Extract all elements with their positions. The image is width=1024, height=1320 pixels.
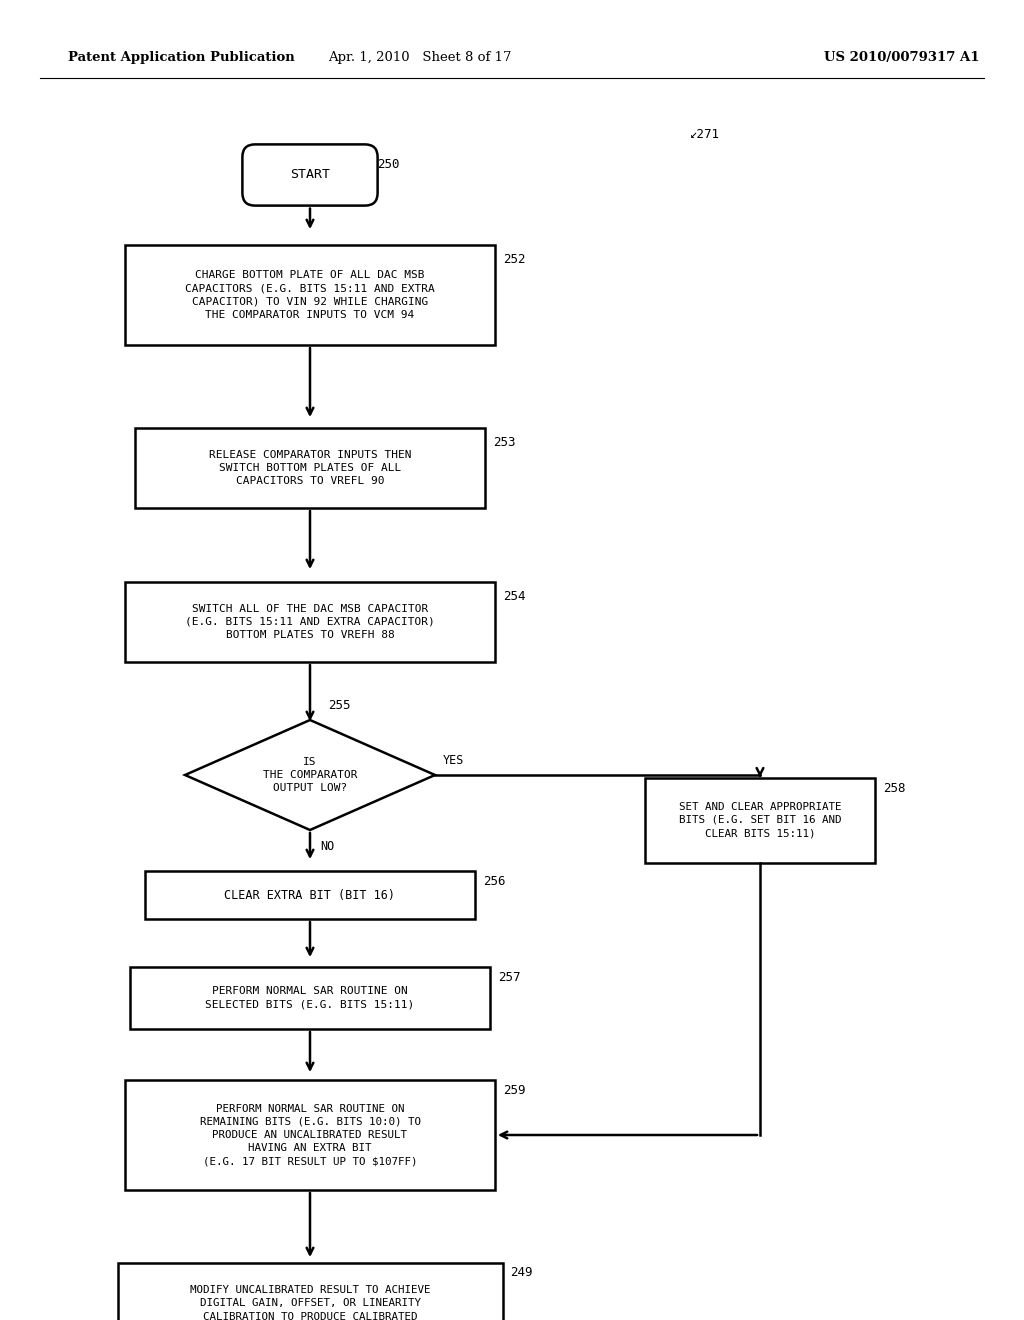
Text: 259: 259 [503, 1084, 525, 1097]
Text: PERFORM NORMAL SAR ROUTINE ON
REMAINING BITS (E.G. BITS 10:0) TO
PRODUCE AN UNCA: PERFORM NORMAL SAR ROUTINE ON REMAINING … [200, 1104, 421, 1167]
Text: RELEASE COMPARATOR INPUTS THEN
SWITCH BOTTOM PLATES OF ALL
CAPACITORS TO VREFL 9: RELEASE COMPARATOR INPUTS THEN SWITCH BO… [209, 450, 412, 486]
Text: MODIFY UNCALIBRATED RESULT TO ACHIEVE
DIGITAL GAIN, OFFSET, OR LINEARITY
CALIBRA: MODIFY UNCALIBRATED RESULT TO ACHIEVE DI… [183, 1286, 437, 1320]
Text: CLEAR EXTRA BIT (BIT 16): CLEAR EXTRA BIT (BIT 16) [224, 888, 395, 902]
Text: 258: 258 [883, 781, 905, 795]
Bar [125, 1080, 495, 1191]
Polygon shape [185, 719, 435, 830]
Text: YES: YES [443, 755, 464, 767]
Bar [135, 428, 485, 508]
Text: SWITCH ALL OF THE DAC MSB CAPACITOR
(E.G. BITS 15:11 AND EXTRA CAPACITOR)
BOTTOM: SWITCH ALL OF THE DAC MSB CAPACITOR (E.G… [185, 603, 435, 640]
Text: START: START [290, 169, 330, 181]
Bar [130, 968, 490, 1030]
Bar [118, 1262, 503, 1320]
Text: 254: 254 [503, 590, 525, 603]
Text: IS
THE COMPARATOR
OUTPUT LOW?: IS THE COMPARATOR OUTPUT LOW? [263, 756, 357, 793]
Bar [125, 582, 495, 663]
Text: SET AND CLEAR APPROPRIATE
BITS (E.G. SET BIT 16 AND
CLEAR BITS 15:11): SET AND CLEAR APPROPRIATE BITS (E.G. SET… [679, 801, 842, 838]
Text: 255: 255 [328, 700, 350, 711]
Text: PERFORM NORMAL SAR ROUTINE ON
SELECTED BITS (E.G. BITS 15:11): PERFORM NORMAL SAR ROUTINE ON SELECTED B… [206, 986, 415, 1010]
Bar [645, 777, 874, 862]
Text: 257: 257 [498, 972, 520, 983]
FancyBboxPatch shape [243, 144, 378, 206]
Text: 249: 249 [511, 1266, 534, 1279]
Bar [125, 246, 495, 345]
Text: Patent Application Publication: Patent Application Publication [68, 51, 295, 65]
Text: NO: NO [319, 840, 334, 853]
Text: 256: 256 [483, 875, 506, 888]
Bar [145, 871, 475, 919]
Text: US 2010/0079317 A1: US 2010/0079317 A1 [824, 51, 980, 65]
Text: 250: 250 [377, 158, 399, 172]
Text: 253: 253 [493, 436, 515, 449]
Text: Apr. 1, 2010   Sheet 8 of 17: Apr. 1, 2010 Sheet 8 of 17 [329, 51, 512, 65]
Text: CHARGE BOTTOM PLATE OF ALL DAC MSB
CAPACITORS (E.G. BITS 15:11 AND EXTRA
CAPACIT: CHARGE BOTTOM PLATE OF ALL DAC MSB CAPAC… [185, 271, 435, 319]
Text: 252: 252 [503, 253, 525, 267]
Text: ↙271: ↙271 [690, 128, 720, 141]
